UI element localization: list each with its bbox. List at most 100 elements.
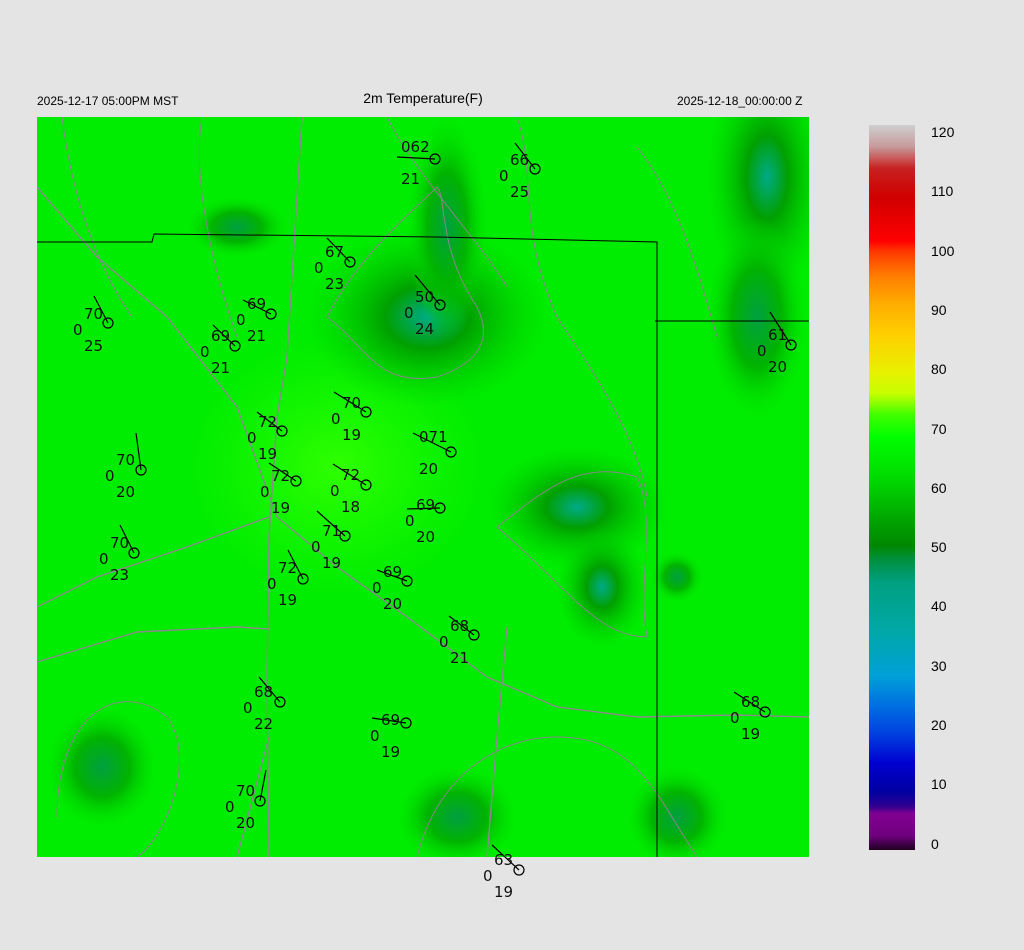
station-temperature: 72 xyxy=(258,413,277,431)
colorbar-tick: 50 xyxy=(931,539,947,556)
station-temperature: 69 xyxy=(383,563,402,581)
station-zero-value: 0 xyxy=(483,867,493,885)
station-circle-icon xyxy=(229,340,241,352)
station-dewpoint: 24 xyxy=(415,320,434,338)
colorbar-tick: 0 xyxy=(931,835,939,852)
colorbar-tick: 70 xyxy=(931,420,947,437)
wind-barb-icon xyxy=(414,274,441,306)
station-circle-icon xyxy=(297,573,309,585)
station-dewpoint: 19 xyxy=(322,554,341,572)
station-circle-icon xyxy=(759,706,771,718)
station-dewpoint: 23 xyxy=(110,566,129,584)
terrain-contours xyxy=(56,117,718,857)
station-circle-icon xyxy=(360,479,372,491)
station-circle-icon xyxy=(529,163,541,175)
station-zero-value: 0 xyxy=(330,482,340,500)
colorbar-tick: 100 xyxy=(931,242,955,259)
station-dewpoint: 20 xyxy=(768,358,787,376)
station-zero-value: 0 xyxy=(331,410,341,428)
station-dewpoint: 20 xyxy=(236,814,255,832)
station-plot: 062 21 xyxy=(396,138,441,188)
station-temperature: 71 xyxy=(322,522,341,540)
station-temperature: 70 xyxy=(236,782,255,800)
station-dewpoint: 25 xyxy=(510,183,529,201)
station-dewpoint: 19 xyxy=(342,426,361,444)
station-temperature: 68 xyxy=(254,683,273,701)
station-circle-icon xyxy=(360,406,372,418)
station-zero-value: 0 xyxy=(757,342,767,360)
station-temperature: 69 xyxy=(211,327,230,345)
station-zero-value: 0 xyxy=(99,550,109,568)
station-zero-value: 0 xyxy=(267,575,277,593)
station-dewpoint: 19 xyxy=(381,743,400,761)
local-time-label: 2025-12-17 05:00PM MST xyxy=(37,94,179,108)
station-plot: 071 20 xyxy=(412,428,457,478)
station-zero-value: 0 xyxy=(499,167,509,185)
colorbar-tick: 10 xyxy=(931,776,947,793)
station-dewpoint: 22 xyxy=(254,715,273,733)
station-temperature: 062 xyxy=(401,138,430,156)
state-boundaries xyxy=(37,233,809,857)
station-temperature: 69 xyxy=(381,711,400,729)
station-zero-value: 0 xyxy=(243,699,253,717)
station-dewpoint: 21 xyxy=(401,170,420,188)
temperature-field xyxy=(37,117,809,857)
station-temperature: 72 xyxy=(341,466,360,484)
station-temperature: 63 xyxy=(494,851,513,869)
station-temperature: 68 xyxy=(450,617,469,635)
station-zero-value: 0 xyxy=(200,343,210,361)
station-zero-value: 0 xyxy=(236,311,246,329)
station-circle-icon xyxy=(265,308,277,320)
station-dewpoint: 25 xyxy=(84,337,103,355)
station-dewpoint: 21 xyxy=(450,649,469,667)
colorbar-tick: 80 xyxy=(931,361,947,378)
station-temperature: 50 xyxy=(415,288,434,306)
station-temperature: 68 xyxy=(741,693,760,711)
station-circle-icon xyxy=(445,446,457,458)
station-circle-icon xyxy=(513,864,525,876)
station-circle-icon xyxy=(276,425,288,437)
station-dewpoint: 23 xyxy=(325,275,344,293)
station-zero-value: 0 xyxy=(370,727,380,745)
wind-barb-icon xyxy=(491,844,520,871)
wind-barb-icon xyxy=(371,717,407,724)
station-circle-icon xyxy=(290,475,302,487)
station-dewpoint: 19 xyxy=(494,883,513,901)
colorbar-tick: 40 xyxy=(931,598,947,615)
station-temperature: 071 xyxy=(419,428,448,446)
station-temperature: 70 xyxy=(342,394,361,412)
station-dewpoint: 20 xyxy=(419,460,438,478)
colorbar-tick: 30 xyxy=(931,657,947,674)
wind-barb-icon xyxy=(769,311,792,346)
station-circle-icon xyxy=(434,502,446,514)
station-dewpoint: 20 xyxy=(383,595,402,613)
station-temperature: 72 xyxy=(271,467,290,485)
station-circle-icon xyxy=(135,464,147,476)
station-dewpoint: 19 xyxy=(271,499,290,517)
station-circle-icon xyxy=(785,339,797,351)
station-circle-icon xyxy=(400,717,412,729)
station-temperature: 70 xyxy=(116,451,135,469)
station-circle-icon xyxy=(468,629,480,641)
station-zero-value: 0 xyxy=(404,304,414,322)
station-zero-value: 0 xyxy=(372,579,382,597)
station-temperature: 69 xyxy=(416,496,435,514)
station-dewpoint: 19 xyxy=(278,591,297,609)
station-temperature: 70 xyxy=(110,534,129,552)
station-temperature: 69 xyxy=(247,295,266,313)
